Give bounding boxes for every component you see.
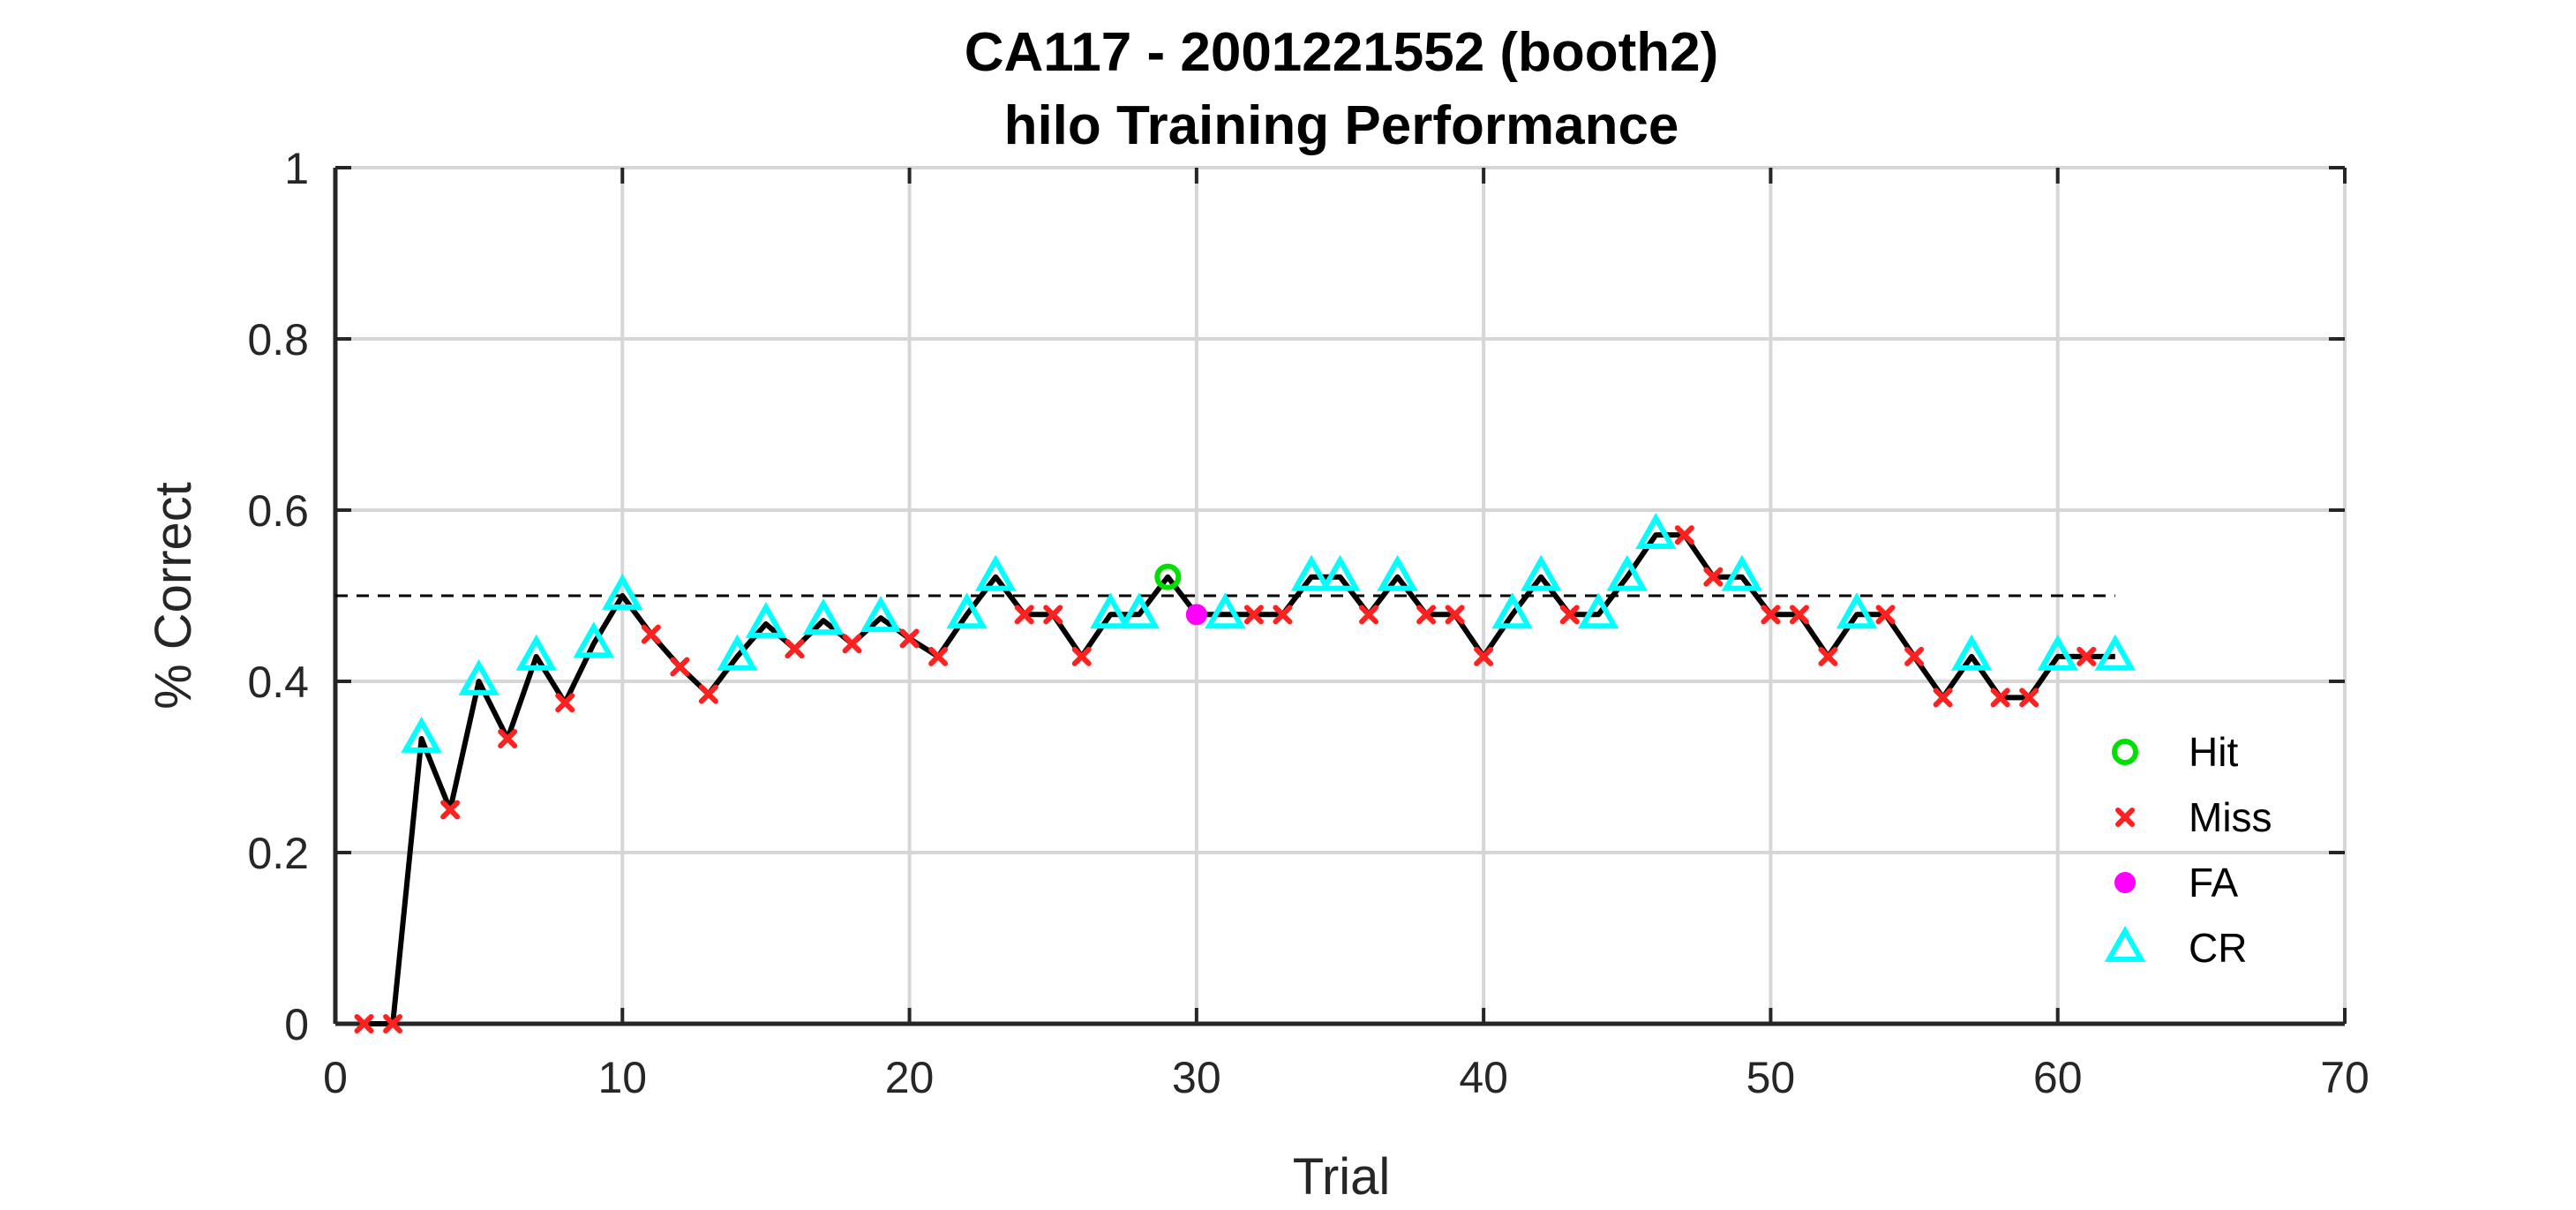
legend-label-miss: Miss: [2189, 794, 2272, 840]
data-point-cr-3: [401, 716, 442, 753]
data-point-cr-14: [717, 634, 758, 671]
data-point-cr-62: [2094, 634, 2136, 671]
data-point-miss-36: [1359, 605, 1379, 625]
y-tick-label-5: 1: [284, 144, 309, 193]
data-point-miss-18: [842, 634, 862, 654]
data-point-miss-50: [1761, 605, 1781, 625]
data-point-miss-20: [899, 628, 920, 649]
data-point-miss-52: [1818, 646, 1838, 666]
y-tick-label-2: 0.4: [247, 658, 309, 707]
data-point-cr-35: [1319, 554, 1361, 591]
data-point-miss-55: [1904, 646, 1925, 666]
data-point-miss-26: [1071, 646, 1092, 666]
y-tick-label-0: 0: [284, 1000, 309, 1049]
legend: Hit Miss FA CR: [2104, 729, 2272, 971]
data-point-miss-56: [1933, 688, 1953, 708]
data-point-miss-32: [1243, 605, 1264, 625]
data-point-miss-43: [1559, 605, 1580, 625]
legend-marker-fa: [2114, 872, 2136, 893]
data-point-miss-54: [1875, 605, 1896, 625]
data-point-cr-9: [573, 621, 614, 658]
data-point-cr-45: [1606, 554, 1648, 591]
data-point-cr-31: [1205, 592, 1246, 629]
data-point-miss-13: [698, 684, 718, 704]
data-point-cr-28: [1118, 592, 1160, 629]
x-tick-label-3: 30: [1172, 1053, 1221, 1102]
data-point-miss-58: [1990, 688, 2010, 708]
data-point-miss-48: [1703, 567, 1724, 587]
data-point-miss-51: [1789, 605, 1809, 625]
data-point-miss-61: [2077, 646, 2097, 666]
data-point-miss-1: [354, 1014, 374, 1033]
data-point-miss-47: [1674, 525, 1694, 545]
data-point-miss-24: [1014, 605, 1034, 625]
data-point-fa-30: [1185, 604, 1207, 626]
data-point-cr-19: [860, 596, 902, 633]
legend-label-cr: CR: [2189, 925, 2247, 971]
x-tick-label-0: 0: [323, 1053, 348, 1102]
x-tick-label-7: 70: [2320, 1053, 2369, 1102]
data-point-miss-11: [641, 624, 661, 644]
legend-label-hit: Hit: [2189, 729, 2238, 775]
data-point-miss-38: [1416, 605, 1437, 625]
data-point-miss-59: [2019, 688, 2039, 708]
data-point-cr-46: [1635, 513, 1677, 549]
data-point-cr-23: [974, 554, 1017, 591]
y-tick-label-3: 0.6: [247, 486, 309, 536]
data-point-cr-5: [458, 658, 499, 695]
x-tick-label-1: 10: [597, 1053, 647, 1102]
data-point-miss-25: [1043, 605, 1063, 625]
marker-layer: [354, 513, 2136, 1033]
y-axis-label: % Correct: [145, 482, 202, 710]
chart-title: CA117 - 2001221552 (booth2): [965, 22, 1719, 83]
data-point-miss-2: [383, 1014, 403, 1033]
data-point-miss-33: [1273, 605, 1293, 625]
x-tick-label-5: 50: [1746, 1053, 1796, 1102]
data-point-miss-12: [670, 657, 690, 677]
chart-subtitle: hilo Training Performance: [1004, 95, 1679, 156]
legend-label-fa: FA: [2189, 860, 2239, 906]
data-point-miss-6: [498, 728, 518, 748]
y-tick-label-1: 0.2: [247, 829, 309, 878]
x-tick-label-6: 60: [2033, 1053, 2083, 1102]
data-point-miss-16: [785, 639, 805, 659]
data-point-cr-42: [1521, 554, 1562, 591]
data-point-cr-27: [1090, 592, 1131, 629]
data-point-cr-49: [1721, 554, 1763, 591]
data-point-miss-40: [1474, 646, 1494, 666]
legend-marker-hit: [2112, 739, 2138, 765]
data-point-cr-37: [1377, 554, 1418, 591]
data-point-cr-17: [802, 597, 845, 635]
tick-label-layer: 0 10 20 30 40 50 60 70 0 0.2 0.4 0.6 0.8 1: [247, 144, 2369, 1102]
x-axis-label: Trial: [1293, 1148, 1391, 1206]
data-point-cr-60: [2037, 634, 2078, 671]
data-point-miss-39: [1445, 605, 1465, 625]
data-point-miss-21: [928, 646, 949, 666]
x-tick-label-2: 20: [885, 1053, 935, 1102]
data-point-miss-8: [555, 693, 575, 713]
data-point-cr-53: [1836, 592, 1878, 629]
data-point-miss-4: [440, 800, 461, 820]
data-point-cr-57: [1950, 634, 1993, 671]
data-point-cr-34: [1290, 554, 1333, 591]
legend-marker-miss: [2115, 808, 2135, 827]
data-point-cr-44: [1578, 592, 1619, 629]
data-point-hit-29: [1154, 563, 1182, 590]
data-point-cr-15: [745, 601, 787, 638]
data-point-cr-7: [515, 634, 557, 671]
y-tick-label-4: 0.8: [247, 315, 309, 365]
data-point-cr-10: [602, 573, 643, 610]
x-tick-label-4: 40: [1459, 1053, 1508, 1102]
data-point-cr-22: [946, 592, 988, 629]
data-point-cr-41: [1491, 592, 1533, 629]
legend-marker-cr: [2104, 925, 2146, 962]
